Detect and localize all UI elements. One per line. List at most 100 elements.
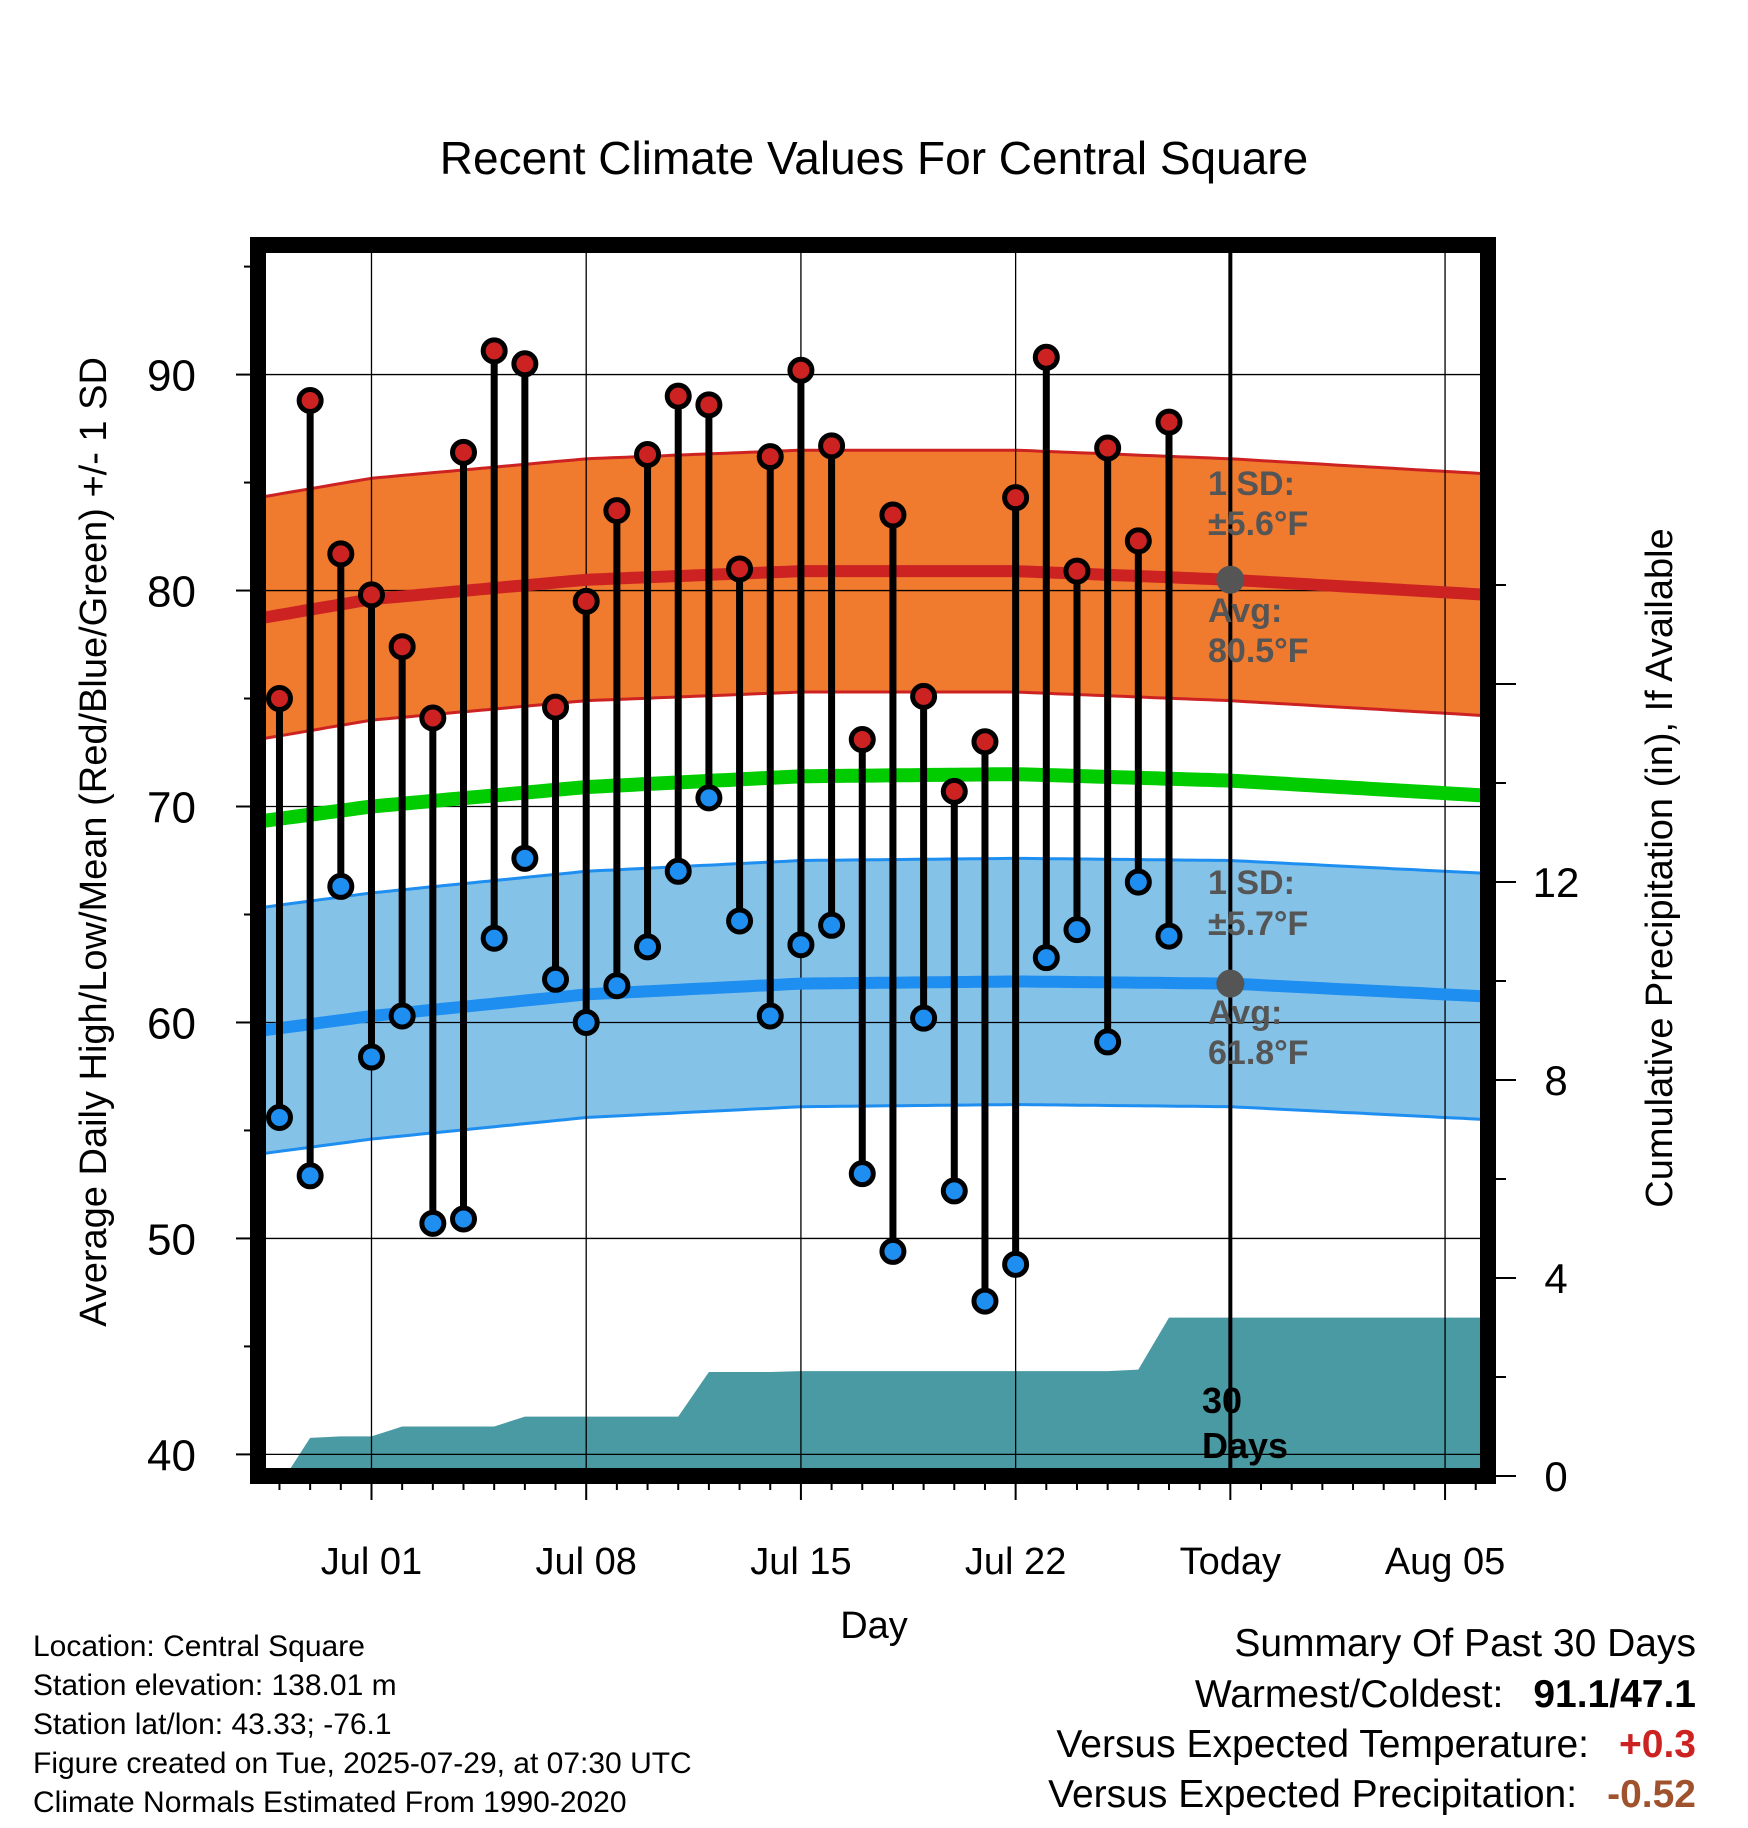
daily-low-point <box>1063 916 1091 944</box>
x-tick-label: Jul 08 <box>536 1541 637 1583</box>
daily-low-point <box>756 1002 784 1030</box>
daily-low-point <box>296 1162 324 1190</box>
daily-high-point <box>1002 484 1030 512</box>
footer-elevation: Station elevation: 138.01 m <box>33 1669 397 1702</box>
daily-high-point <box>695 391 723 419</box>
daily-high-point <box>726 555 754 583</box>
daily-high-point <box>787 356 815 384</box>
daily-high-point <box>756 443 784 471</box>
temp-label: Versus Expected Temperature: <box>1056 1723 1589 1766</box>
daily-low-point <box>695 784 723 812</box>
daily-low-point <box>1002 1250 1030 1278</box>
daily-high-point <box>511 350 539 378</box>
low-avg-label: Avg: <box>1208 994 1282 1032</box>
daily-low-point <box>511 844 539 872</box>
x-tick-label: Jul 15 <box>750 1541 851 1583</box>
daily-low-point <box>634 933 662 961</box>
precip-label: Versus Expected Precipitation: <box>1048 1773 1578 1816</box>
y-tick-label: 40 <box>147 1431 196 1480</box>
daily-low-point <box>603 972 631 1000</box>
daily-high-point <box>910 682 938 710</box>
warmest-coldest-label: Warmest/Coldest: <box>1194 1673 1504 1716</box>
daily-low-point <box>818 911 846 939</box>
daily-high-point <box>848 726 876 754</box>
x-tick-label: Aug 05 <box>1385 1541 1505 1583</box>
footer-created: Figure created on Tue, 2025-07-29, at 07… <box>33 1747 692 1780</box>
y-tick-label: 80 <box>147 568 196 617</box>
daily-low-point <box>1032 944 1060 972</box>
daily-low-point <box>542 965 570 993</box>
x-axis-label: Day <box>840 1605 908 1647</box>
period-label-days: Days <box>1202 1425 1288 1466</box>
precip-area <box>285 1317 1488 1476</box>
daily-high-point <box>1155 408 1183 436</box>
normal-mean-line <box>258 767 1486 829</box>
chart-title: Recent Climate Values For Central Square <box>440 132 1308 184</box>
temp-value: +0.3 <box>1619 1723 1696 1766</box>
daily-high-point <box>480 337 508 365</box>
daily-low-point <box>419 1209 447 1237</box>
daily-low-point <box>1155 922 1183 950</box>
daily-high-point <box>296 386 324 414</box>
daily-high-point <box>572 587 600 615</box>
daily-high-point <box>971 728 999 756</box>
daily-low-point <box>910 1004 938 1032</box>
summary-title: Summary Of Past 30 Days <box>1234 1622 1696 1665</box>
daily-low-point <box>388 1002 416 1030</box>
daily-high-point <box>634 440 662 468</box>
daily-high-point <box>450 438 478 466</box>
daily-low-point <box>971 1287 999 1315</box>
daily-high-point <box>327 540 355 568</box>
x-tick-label: Jul 01 <box>321 1541 422 1583</box>
y-tick-label: 70 <box>147 784 196 833</box>
high-sd-value: ±5.6°F <box>1208 505 1308 543</box>
summary-warmest-coldest: Warmest/Coldest: 91.1/47.1 <box>1195 1675 1696 1715</box>
daily-low-point <box>848 1160 876 1188</box>
daily-high-point <box>940 777 968 805</box>
high-avg-value: 80.5°F <box>1208 632 1309 670</box>
daily-high-point <box>818 432 846 460</box>
today-high-avg-marker <box>1216 565 1245 594</box>
daily-high-point <box>265 685 293 713</box>
y2-tick-label: 4 <box>1544 1255 1567 1302</box>
warmest-coldest-value: 91.1/47.1 <box>1533 1673 1696 1716</box>
daily-low-point <box>357 1043 385 1071</box>
y2-axis-label: Cumulative Precipitation (in), If Availa… <box>1639 528 1681 1207</box>
daily-low-point <box>265 1103 293 1131</box>
daily-high-point <box>1124 527 1152 555</box>
daily-high-point <box>603 497 631 525</box>
high-avg-label: Avg: <box>1208 592 1282 630</box>
x-tick-label: Today <box>1180 1541 1281 1583</box>
daily-low-point <box>940 1177 968 1205</box>
daily-low-point <box>572 1008 600 1036</box>
plot-frame <box>250 237 1496 1484</box>
daily-low-point <box>787 931 815 959</box>
daily-high-point <box>419 704 447 732</box>
today-low-avg-marker <box>1216 969 1245 998</box>
precip-value: -0.52 <box>1607 1773 1696 1816</box>
high-sd-band <box>258 450 1485 740</box>
daily-low-point <box>1094 1028 1122 1056</box>
y2-tick-label: 12 <box>1533 859 1580 906</box>
footer-latlon: Station lat/lon: 43.33; -76.1 <box>33 1708 392 1741</box>
daily-low-point <box>450 1205 478 1233</box>
low-sd-value: ±5.7°F <box>1208 905 1308 943</box>
daily-low-point <box>879 1237 907 1265</box>
footer-normals: Climate Normals Estimated From 1990-2020 <box>33 1786 627 1819</box>
footer-location: Location: Central Square <box>33 1630 365 1663</box>
daily-low-point <box>480 924 508 952</box>
daily-high-point <box>357 581 385 609</box>
y2-tick-label: 0 <box>1544 1453 1567 1500</box>
daily-low-point <box>1124 868 1152 896</box>
daily-low-point <box>664 857 692 885</box>
low-avg-value: 61.8°F <box>1208 1034 1309 1072</box>
summary-temp: Versus Expected Temperature: +0.3 <box>1056 1725 1696 1765</box>
period-label-number: 30 <box>1202 1380 1242 1421</box>
y-axis-label: Average Daily High/Low/Mean (Red/Blue/Gr… <box>73 357 115 1327</box>
y-tick-label: 60 <box>147 999 196 1048</box>
daily-high-point <box>1094 434 1122 462</box>
daily-high-point <box>388 633 416 661</box>
x-tick-label: Jul 22 <box>965 1541 1066 1583</box>
